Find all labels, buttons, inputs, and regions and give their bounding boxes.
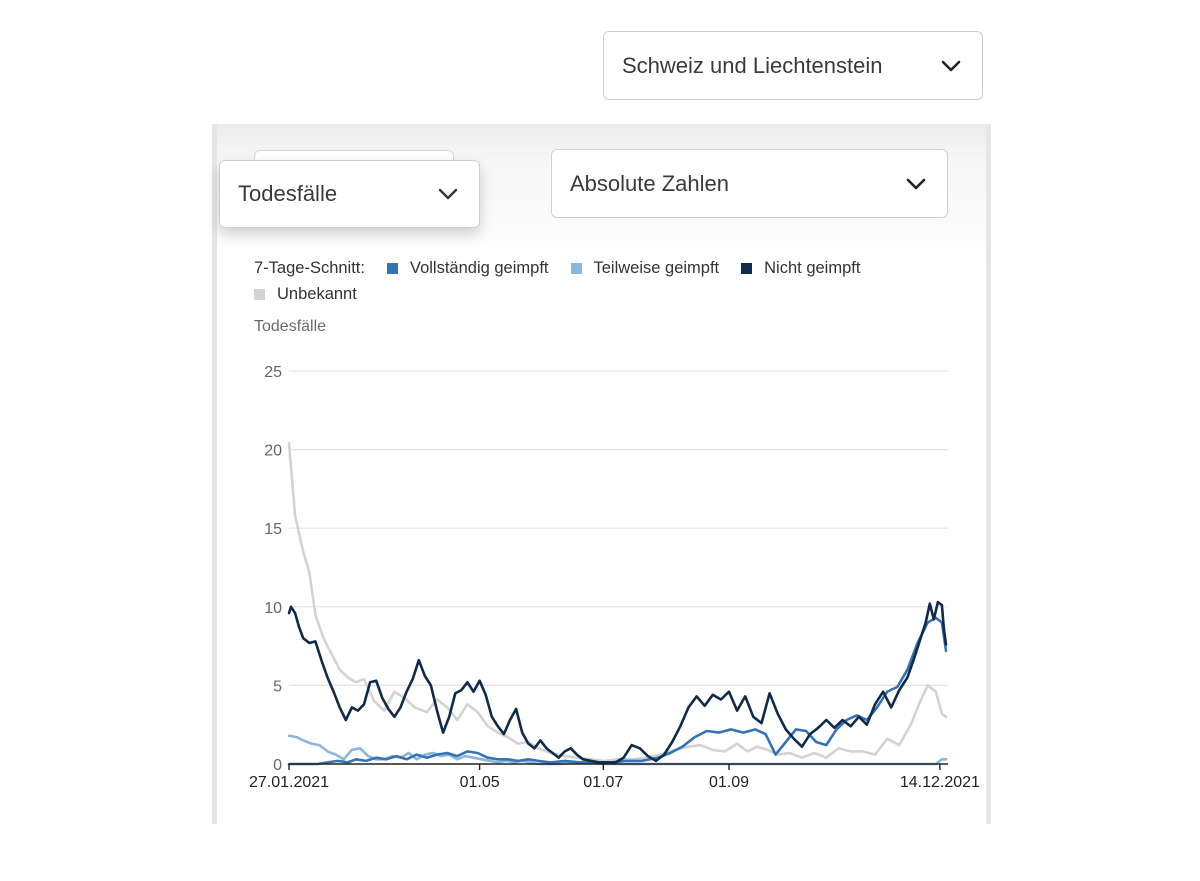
legend-swatch — [254, 288, 265, 300]
legend-item-label: Nicht geimpft — [764, 259, 861, 277]
region-select[interactable]: Schweiz und Liechtenstein — [603, 31, 983, 100]
series-line-nicht-geimpft — [287, 600, 948, 764]
chevron-down-icon — [437, 183, 459, 205]
legend-item-label: Vollständig geimpft — [409, 259, 549, 277]
scale-select-value: Absolute Zahlen — [570, 170, 729, 196]
series-line-vollst-ndig-geimpft — [287, 616, 948, 766]
legend-item-vollstaendig[interactable]: Vollständig geimpft — [386, 255, 549, 281]
y-tick-label: 20 — [264, 443, 282, 460]
scale-select[interactable]: Absolute Zahlen — [551, 149, 948, 218]
series-line-unbekannt — [287, 442, 948, 763]
x-tick-label: 27.01.2021 — [249, 774, 329, 791]
legend-item-nicht[interactable]: Nicht geimpft — [741, 255, 860, 281]
legend-item-teilweise[interactable]: Teilweise geimpft — [570, 255, 720, 281]
legend-swatch — [570, 262, 582, 274]
y-tick-label: 15 — [264, 521, 282, 538]
legend-swatch — [386, 262, 398, 274]
legend-item-label: Teilweise geimpft — [593, 259, 720, 277]
metric-select[interactable]: Todesfälle — [219, 160, 480, 228]
x-tick-label: 14.12.2021 — [900, 774, 980, 791]
legend-swatch — [741, 262, 753, 274]
legend-label: 7-Tage-Schnitt: — [254, 259, 365, 277]
chart-panel — [212, 124, 991, 824]
metric-select-value: Todesfälle — [238, 181, 338, 206]
region-select-value: Schweiz und Liechtenstein — [622, 52, 883, 78]
y-tick-label: 10 — [264, 600, 282, 617]
legend-item-label: Unbekannt — [277, 285, 357, 303]
y-tick-label: 5 — [273, 678, 282, 695]
x-tick-label: 01.07 — [583, 774, 623, 791]
y-axis-title: Todesfälle — [254, 318, 327, 335]
y-tick-label: 0 — [273, 757, 282, 774]
chart-legend: 7-Tage-Schnitt: Vollständig geimpft Teil… — [254, 255, 954, 307]
x-tick-label: 01.09 — [709, 774, 749, 791]
x-tick-label: 01.05 — [460, 774, 500, 791]
y-tick-label: 25 — [264, 364, 282, 381]
chevron-down-icon — [905, 173, 927, 195]
chevron-down-icon — [940, 55, 962, 77]
legend-item-unbekannt[interactable]: Unbekannt — [254, 281, 357, 307]
